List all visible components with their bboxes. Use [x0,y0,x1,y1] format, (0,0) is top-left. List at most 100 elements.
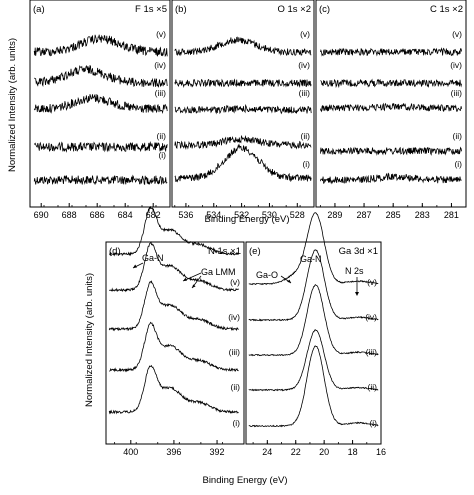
spectrum-line-v [174,36,312,57]
spectrum-line-i [248,345,379,428]
x-tick-label: 16 [376,447,386,457]
panel-label: (c) [319,4,330,15]
panel-title: O 1s ×2 [277,4,311,15]
annotation-n2s: N 2s [345,266,364,276]
panel-label: (a) [33,4,45,15]
spectrum-line-i [174,143,312,183]
panel-label: (d) [109,246,121,257]
x-tick-label: 532 [234,210,249,220]
curve-label: (iv) [228,312,240,322]
panel-label: (e) [249,246,261,257]
spectrum-line-iii [320,102,462,113]
bottom-y-axis-title: Normalized Intensity (arb. units) [84,273,95,407]
spectrum-line-iii [248,284,379,357]
curve-label: (iii) [451,88,462,98]
top-y-axis-title: Normalized Intensity (arb. units) [7,38,18,172]
x-tick-label: 690 [34,210,49,220]
plot-frame [315,0,467,208]
curve-label: (i) [302,159,310,169]
spectrum-line-ii [320,146,462,156]
x-tick-label: 530 [262,210,277,220]
plot-frame [29,0,171,208]
annotation-ga-lmm: Ga LMM [201,267,236,277]
panel-o1s: 536 534 532 530 528 (b) O 1s ×2 (i) (ii) (iii) (iv… [171,0,315,220]
x-tick-label: 283 [415,210,430,220]
annotation-arrow-head [133,264,137,268]
panel-title: F 1s ×5 [135,4,167,15]
curve-label: (iii) [299,88,310,98]
spectrum-line-ii [248,329,379,392]
annotation-ga-n: Ga-N [300,254,322,264]
x-tick-label: 20 [319,447,329,457]
curve-label: (iii) [155,88,166,98]
plot-frame [171,0,315,208]
panel-title: Ga 3d ×1 [339,246,378,257]
x-tick-label: 289 [327,210,342,220]
top-x-axis-title: Binding Energy (eV) [204,214,289,225]
plot-frame [105,241,245,445]
curve-label: (i) [454,159,462,169]
spectrum-line-iii [174,103,312,115]
curve-label: (i) [158,150,166,160]
x-tick-label: 684 [118,210,133,220]
x-tick-label: 18 [348,447,358,457]
x-tick-label: 682 [146,210,161,220]
curve-label: (ii) [301,131,311,141]
panel-title: N 1s ×1 [208,246,241,257]
spectrum-line-iii [108,280,239,332]
x-tick-label: 686 [90,210,105,220]
spectrum-line-iv [174,78,312,88]
bottom-x-axis-title: Binding Energy (eV) [202,475,287,486]
spectrum-line-iv [320,78,462,89]
spectrum-line-iv [248,249,379,322]
annotation-arrow-head [355,292,359,296]
x-tick-label: 536 [178,210,193,220]
curve-label: (ii) [231,382,241,392]
curve-label: (iv) [298,60,310,70]
spectrum-line-i [320,172,462,185]
curve-label: (v) [230,277,240,287]
panel-n1s: 400 396 392(d) N 1s ×1(i)(ii)(iii)(iv)(v)Ga… [105,206,245,457]
spectrum-line-i [33,174,168,186]
curve-label: (iv) [154,60,166,70]
x-tick-label: 688 [62,210,77,220]
curve-label: (iii) [366,347,377,357]
curve-label: (i) [369,418,377,428]
annotation-arrow-head [183,277,187,281]
x-tick-label: 287 [357,210,372,220]
curve-label: (ii) [368,382,378,392]
curve-label: (i) [232,418,240,428]
x-tick-label: 396 [166,447,181,457]
curve-label: (v) [300,29,310,39]
annotation-ga-n: Ga-N [142,253,164,263]
curve-label: (iv) [365,312,377,322]
spectrum-line-iv [34,64,168,88]
panel-c1s: 289 287 285 283 281 (c) C 1s ×2 (i) (ii) (iii) (iv… [315,0,467,220]
spectrum-line-iv [108,241,239,293]
panel-f1s: 690 688 686 684 682 (a) F 1s ×5 (i) (ii) (iii) (iv… [29,0,171,220]
spectrum-line-v [33,34,168,58]
spectrum-line-ii [174,134,312,150]
spectrum-line-ii [33,141,168,153]
curve-label: (iv) [450,60,462,70]
x-tick-label: 22 [291,447,301,457]
curve-label: (v) [452,29,462,39]
curve-label: (ii) [453,131,463,141]
panel-label: (b) [175,4,187,15]
plot-frame [245,241,382,445]
panel-ga3d: 24 22 20 18 16 (e) Ga 3d ×1 (i) (ii) (iii) (iv) (v)… [245,212,386,457]
x-tick-label: 285 [386,210,401,220]
spectrum-line-iii [33,94,168,115]
spectrum-line-i [108,364,239,415]
x-tick-label: 281 [444,210,459,220]
curve-label: (v) [156,29,166,39]
x-tick-label: 528 [290,210,305,220]
x-tick-label: 392 [210,447,225,457]
annotation-arrow-head [287,279,291,283]
spectrum-line-v [108,206,239,257]
annotation-arrow-head [192,284,196,288]
spectrum-line-v [320,47,462,57]
annotation-ga-o: Ga-O [256,270,278,280]
curve-label: (ii) [157,131,167,141]
spectrum-line-ii [109,321,239,373]
